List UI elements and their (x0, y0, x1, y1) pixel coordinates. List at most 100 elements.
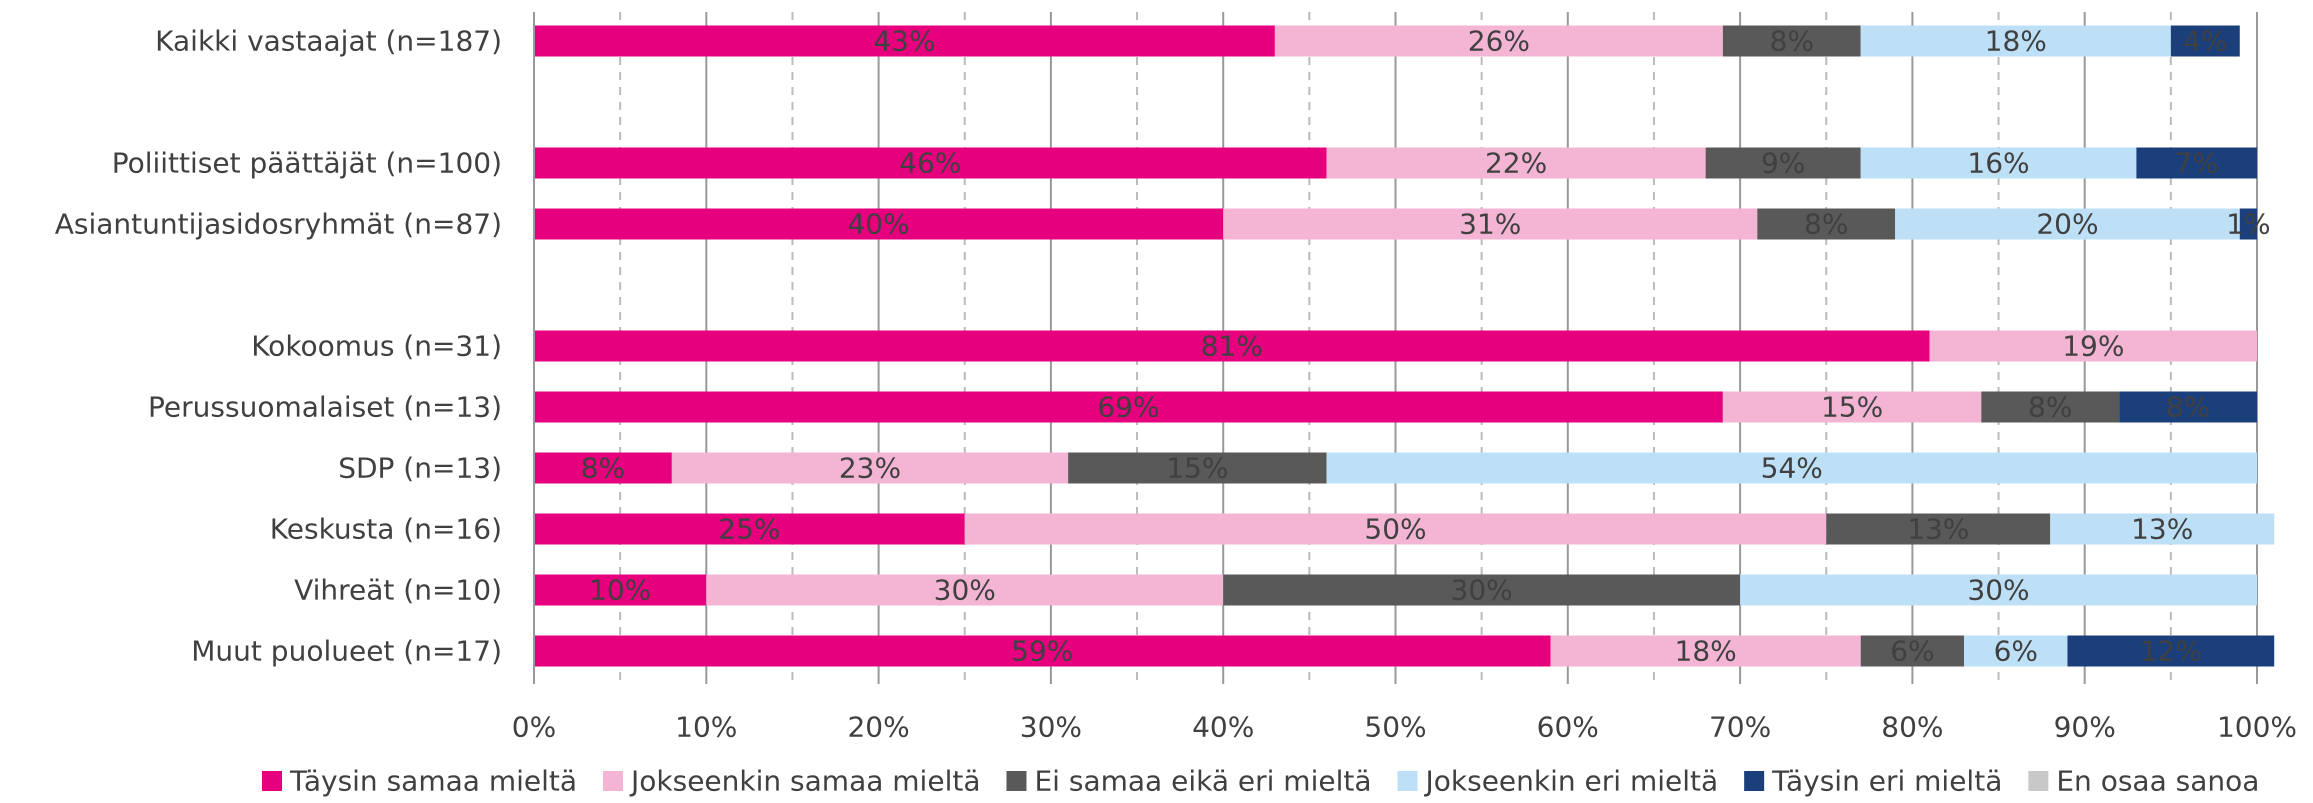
bar-segment (534, 330, 1930, 362)
bar-segment (1740, 574, 2257, 606)
value-label: 30% (934, 574, 996, 607)
value-label: 50% (1364, 513, 1426, 546)
bar-segment (2050, 513, 2275, 545)
x-tick-label: 70% (1709, 711, 1771, 744)
legend-label: Täysin eri mieltä (1771, 765, 2002, 798)
value-label: 8% (2028, 391, 2072, 424)
legend-swatch (1397, 771, 1418, 791)
bar-segment (2119, 391, 2257, 423)
bar-segment (671, 452, 1069, 484)
value-label: 6% (1890, 635, 1934, 668)
bar-segment (1860, 635, 1965, 667)
category-label: Kokoomus (n=31) (251, 330, 502, 363)
value-label: 7% (2174, 147, 2218, 180)
bar-segment (1326, 452, 2257, 484)
bar-segment (534, 635, 1551, 667)
bar-segment (534, 208, 1224, 240)
bar-segment (2136, 147, 2257, 179)
bar-segment (2067, 635, 2275, 667)
value-label: 19% (2062, 330, 2124, 363)
bar-segment (534, 574, 707, 606)
value-label: 69% (1097, 391, 1159, 424)
value-label: 4% (2183, 25, 2227, 58)
x-tick-label: 60% (1537, 711, 1599, 744)
value-label: 15% (1166, 452, 1228, 485)
bar-segment (1860, 25, 2171, 57)
value-label: 30% (1451, 574, 1513, 607)
value-label: 25% (718, 513, 780, 546)
bar-segment (1757, 208, 1896, 240)
legend-swatch (1006, 771, 1027, 791)
value-label: 10% (589, 574, 651, 607)
value-label: 1% (2226, 208, 2270, 241)
value-label: 59% (1011, 635, 1073, 668)
bar-segment (534, 147, 1327, 179)
bar-segment (534, 513, 965, 545)
bar-segment (1326, 147, 1706, 179)
bar-segment (1929, 330, 2257, 362)
legend-label: En osaa sanoa (2056, 765, 2259, 798)
bar-segment (534, 391, 1723, 423)
value-label: 12% (2140, 635, 2202, 668)
bar-segment (534, 452, 672, 484)
bar-segment (1705, 147, 1861, 179)
bar-segment (1550, 635, 1861, 667)
x-tick-label: 0% (512, 711, 556, 744)
bar-segment (2239, 208, 2257, 240)
value-label: 23% (839, 452, 901, 485)
category-label: Perussuomalaiset (n=13) (148, 391, 502, 424)
value-label: 8% (1770, 25, 1814, 58)
category-label: Asiantuntijasidosryhmät (n=87) (55, 208, 502, 241)
legend-swatch (2028, 771, 2049, 791)
legend-label: Jokseenkin samaa mieltä (629, 765, 980, 798)
x-tick-label: 80% (1881, 711, 1943, 744)
value-label: 8% (2166, 391, 2210, 424)
bar-segment (706, 574, 1224, 606)
value-label: 20% (2036, 208, 2098, 241)
value-label: 6% (1994, 635, 2038, 668)
x-tick-label: 30% (1020, 711, 1082, 744)
bar-segment (2170, 25, 2240, 57)
x-tick-label: 50% (1364, 711, 1426, 744)
bar-segment (1274, 25, 1723, 57)
value-label: 54% (1761, 452, 1823, 485)
bar-segment (1981, 391, 2120, 423)
x-tick-label: 100% (2217, 711, 2297, 744)
value-label: 13% (2131, 513, 2193, 546)
bar-segment (1860, 147, 2137, 179)
value-label: 9% (1761, 147, 1805, 180)
value-label: 30% (1967, 574, 2029, 607)
legend-swatch (603, 771, 624, 791)
category-label: Keskusta (n=16) (270, 513, 502, 546)
x-tick-label: 90% (2054, 711, 2116, 744)
bar-segment (1722, 25, 1861, 57)
value-label: 8% (581, 452, 625, 485)
value-label: 43% (873, 25, 935, 58)
category-label: Poliittiset päättäjät (n=100) (112, 147, 502, 180)
value-label: 40% (847, 208, 909, 241)
category-label: SDP (n=13) (338, 452, 502, 485)
x-tick-label: 40% (1192, 711, 1254, 744)
value-label: 8% (1804, 208, 1848, 241)
category-label: Kaikki vastaajat (n=187) (155, 25, 502, 58)
category-label: Vihreät (n=10) (294, 574, 502, 607)
value-label: 26% (1468, 25, 1530, 58)
value-label: 81% (1201, 330, 1263, 363)
legend-label: Täysin samaa mieltä (289, 765, 577, 798)
bar-segment (1826, 513, 2051, 545)
legend-swatch (262, 771, 282, 791)
bar-segment (1964, 635, 2068, 667)
value-label: 22% (1485, 147, 1547, 180)
value-label: 15% (1821, 391, 1883, 424)
x-tick-label: 20% (847, 711, 909, 744)
value-label: 13% (1907, 513, 1969, 546)
value-label: 18% (1985, 25, 2047, 58)
bar-segment (1068, 452, 1327, 484)
bar-segment (1223, 574, 1741, 606)
bar-segment (534, 25, 1275, 57)
x-tick-label: 10% (675, 711, 737, 744)
value-label: 46% (899, 147, 961, 180)
value-label: 16% (1967, 147, 2029, 180)
legend-label: Jokseenkin eri mieltä (1424, 765, 1719, 798)
value-label: 31% (1459, 208, 1521, 241)
